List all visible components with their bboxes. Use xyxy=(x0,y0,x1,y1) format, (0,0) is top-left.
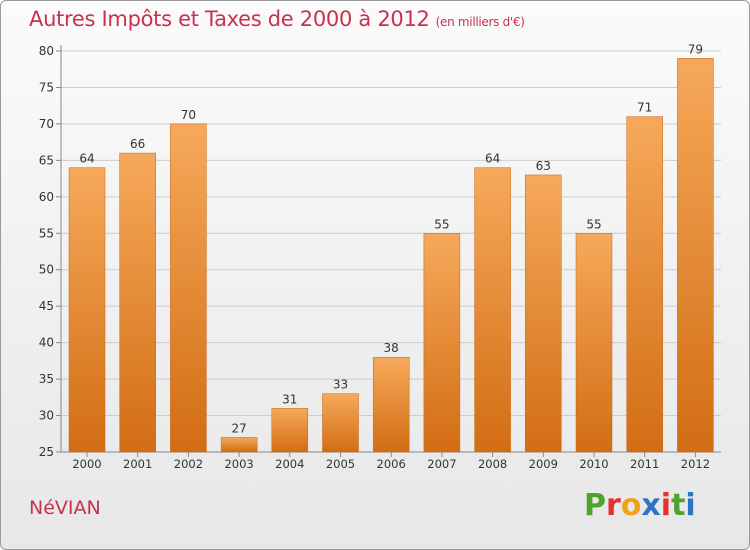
y-tick-label: 50 xyxy=(39,263,54,277)
y-tick-label: 55 xyxy=(39,226,54,240)
y-tick-label: 25 xyxy=(39,445,54,459)
data-label: 33 xyxy=(333,378,348,392)
bar-2009 xyxy=(525,174,562,453)
logo-letter: r xyxy=(606,488,621,523)
logo-letter: i xyxy=(660,488,672,523)
city-name: NéVIAN xyxy=(29,497,101,519)
logo-letter: P xyxy=(584,488,606,523)
x-tick-label: 2010 xyxy=(579,457,608,471)
y-tick-label: 35 xyxy=(39,372,54,386)
logo-letter: i xyxy=(685,488,696,523)
data-labels: 64 66 70 27 31 33 38 55 64 63 55 71 79 xyxy=(79,42,703,435)
data-label: 55 xyxy=(586,217,601,231)
data-label: 71 xyxy=(637,101,652,115)
bar-2004 xyxy=(271,408,309,453)
bar-2005 xyxy=(322,393,359,453)
y-tick-label: 80 xyxy=(39,44,54,58)
chart-unit-label: (en milliers d'€) xyxy=(435,15,525,29)
y-tick-label: 60 xyxy=(39,190,54,204)
bar-2008 xyxy=(474,167,511,453)
data-label: 66 xyxy=(130,137,145,151)
y-tick-label: 30 xyxy=(39,409,54,423)
chart-title: Autres Impôts et Taxes de 2000 à 2012 (en… xyxy=(29,7,525,31)
bar-2007 xyxy=(423,233,461,453)
logo-letter: t xyxy=(671,488,686,523)
x-tick-label: 2003 xyxy=(224,457,253,471)
data-label: 64 xyxy=(485,152,500,166)
y-tick-label: 75 xyxy=(39,80,54,94)
bar-2001 xyxy=(119,152,156,453)
bar-2006 xyxy=(372,356,410,453)
y-tick-label: 40 xyxy=(39,336,54,350)
bar-2003 xyxy=(220,437,258,453)
x-tick-label: 2000 xyxy=(72,457,101,471)
data-label: 27 xyxy=(231,421,246,435)
x-tick-label: 2002 xyxy=(174,457,203,471)
bar-2010 xyxy=(575,233,613,453)
bar-2000 xyxy=(68,167,106,453)
y-tick-label: 45 xyxy=(39,299,54,313)
data-label: 63 xyxy=(536,159,551,173)
x-tick-label: 2011 xyxy=(630,457,659,471)
data-label: 79 xyxy=(688,42,703,56)
data-label: 38 xyxy=(384,341,399,355)
proxiti-logo: Proxiti xyxy=(584,488,696,523)
x-tick-label: 2008 xyxy=(478,457,507,471)
x-tick-label: 2012 xyxy=(681,457,710,471)
data-label: 31 xyxy=(282,392,297,406)
x-tick-label: 2005 xyxy=(326,457,355,471)
y-tick-label: 65 xyxy=(39,153,54,167)
data-label: 70 xyxy=(181,108,196,122)
data-label: 55 xyxy=(434,217,449,231)
x-tick-label: 2001 xyxy=(123,457,152,471)
bar-2002 xyxy=(170,123,207,453)
bar-2012 xyxy=(677,58,714,453)
chart-title-text: Autres Impôts et Taxes de 2000 à 2012 xyxy=(29,7,430,31)
x-tick-label: 2007 xyxy=(427,457,456,471)
x-tick-label: 2006 xyxy=(377,457,406,471)
data-label: 64 xyxy=(79,152,94,166)
x-tick-label: 2009 xyxy=(529,457,558,471)
bars xyxy=(68,58,714,453)
logo-letter: x xyxy=(641,488,661,523)
bar-2011 xyxy=(626,116,663,453)
y-tick-label: 70 xyxy=(39,117,54,131)
x-tick-label: 2004 xyxy=(275,457,304,471)
logo-letter: o xyxy=(620,488,642,523)
